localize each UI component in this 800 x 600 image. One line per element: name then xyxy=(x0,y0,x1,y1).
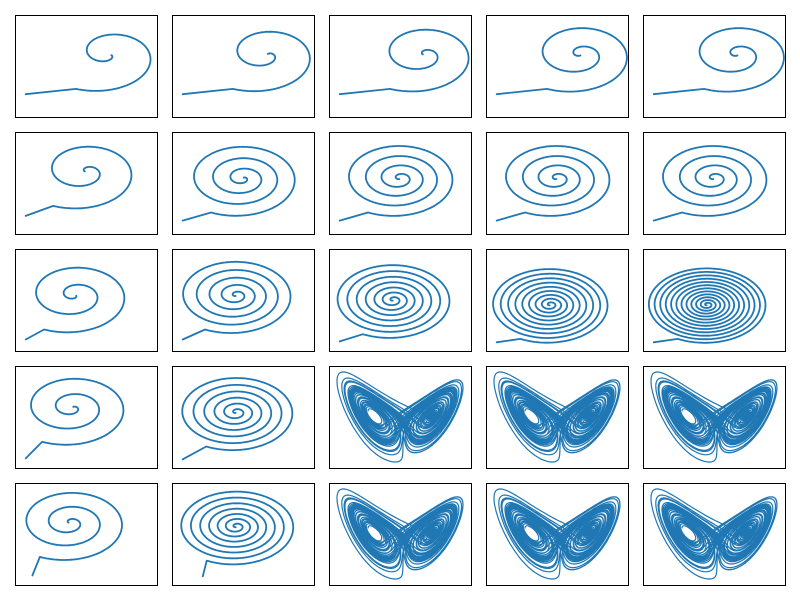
panel-r3-c3 xyxy=(329,249,472,352)
trajectory-line xyxy=(180,490,295,578)
trajectory-line xyxy=(650,371,778,463)
panel-r3-c4 xyxy=(486,249,629,352)
panel-r5-c1 xyxy=(15,483,158,586)
trajectory-line xyxy=(336,264,451,343)
panel-r5-c2 xyxy=(172,483,315,586)
panel-r4-c4 xyxy=(486,366,629,469)
panel-r1-c3 xyxy=(329,15,472,118)
panel-frame xyxy=(15,15,158,118)
trajectory-line xyxy=(25,492,123,577)
trajectory-line xyxy=(495,27,628,96)
panel-frame xyxy=(329,249,472,352)
panel-frame xyxy=(643,15,786,118)
panel-r5-c3 xyxy=(329,483,472,586)
trajectory-line xyxy=(338,28,470,96)
panel-frame xyxy=(486,15,629,118)
trajectory-line xyxy=(24,33,152,96)
panel-frame xyxy=(15,483,158,586)
trajectory-line xyxy=(181,30,311,96)
trajectory-line xyxy=(650,488,778,580)
panel-frame xyxy=(172,249,315,352)
panel-r2-c4 xyxy=(486,132,629,235)
trajectory-line xyxy=(24,145,133,217)
panel-r1-c5 xyxy=(643,15,786,118)
panel-frame xyxy=(15,366,158,469)
trajectory-line xyxy=(652,145,768,222)
panel-r2-c2 xyxy=(172,132,315,235)
panel-r3-c1 xyxy=(15,249,158,352)
panel-r2-c1 xyxy=(15,132,158,235)
panel-frame xyxy=(15,132,158,235)
trajectory-line xyxy=(181,377,294,461)
trajectory-line xyxy=(336,488,464,580)
panel-r2-c5 xyxy=(643,132,786,235)
panel-r5-c5 xyxy=(643,483,786,586)
panel-r1-c2 xyxy=(172,15,315,118)
panel-r4-c1 xyxy=(15,366,158,469)
trajectory-line xyxy=(493,371,621,463)
panel-r3-c5 xyxy=(643,249,786,352)
panel-r3-c2 xyxy=(172,249,315,352)
trajectory-line xyxy=(338,145,454,222)
trajectory-line xyxy=(492,268,609,344)
panel-r1-c4 xyxy=(486,15,629,118)
panel-frame xyxy=(15,249,158,352)
panel-r5-c4 xyxy=(486,483,629,586)
panel-r4-c5 xyxy=(643,366,786,469)
trajectory-line xyxy=(652,27,785,96)
panel-r2-c3 xyxy=(329,132,472,235)
panel-frame xyxy=(172,15,315,118)
panel-r4-c2 xyxy=(172,366,315,469)
trajectory-line xyxy=(181,145,296,222)
trajectory-line xyxy=(336,371,464,463)
trajectory-line xyxy=(181,260,292,341)
trajectory-line xyxy=(24,266,126,341)
trajectory-line xyxy=(648,267,767,344)
trajectory-line xyxy=(493,488,621,580)
panel-r1-c1 xyxy=(15,15,158,118)
trajectory-line xyxy=(495,145,611,222)
trajectory-line xyxy=(24,377,125,460)
panel-r4-c3 xyxy=(329,366,472,469)
